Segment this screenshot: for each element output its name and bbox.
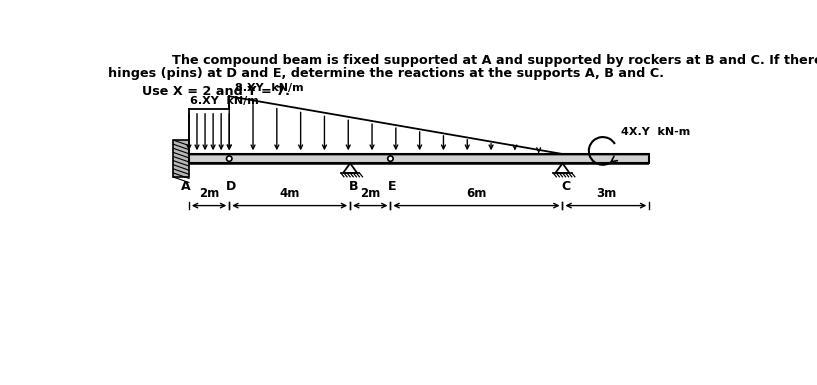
Bar bbox=[189, 154, 650, 163]
Text: 6m: 6m bbox=[467, 187, 487, 200]
Text: 2m: 2m bbox=[199, 187, 219, 200]
Bar bbox=[189, 154, 650, 156]
Text: 4m: 4m bbox=[279, 187, 300, 200]
Text: 2m: 2m bbox=[360, 187, 381, 200]
Circle shape bbox=[226, 156, 232, 161]
Text: 8.XY  kN/m: 8.XY kN/m bbox=[235, 83, 304, 93]
Text: B: B bbox=[349, 180, 358, 193]
Bar bbox=[189, 163, 650, 165]
Text: 6.XY  kN/m: 6.XY kN/m bbox=[190, 96, 258, 106]
Text: The compound beam is fixed supported at A and supported by rockers at B and C. I: The compound beam is fixed supported at … bbox=[172, 54, 817, 67]
Text: 3m: 3m bbox=[596, 187, 616, 200]
Text: Use X = 2 and Y = 7.: Use X = 2 and Y = 7. bbox=[142, 85, 290, 98]
Bar bbox=[173, 140, 189, 177]
Text: 4X.Y  kN-m: 4X.Y kN-m bbox=[622, 127, 690, 137]
Bar bbox=[189, 154, 650, 163]
Text: hinges (pins) at D and E, determine the reactions at the supports A, B and C.: hinges (pins) at D and E, determine the … bbox=[109, 67, 664, 80]
Text: C: C bbox=[561, 180, 570, 193]
Text: A: A bbox=[181, 180, 190, 193]
Text: D: D bbox=[225, 180, 236, 193]
Circle shape bbox=[388, 156, 393, 161]
Text: E: E bbox=[388, 180, 396, 193]
